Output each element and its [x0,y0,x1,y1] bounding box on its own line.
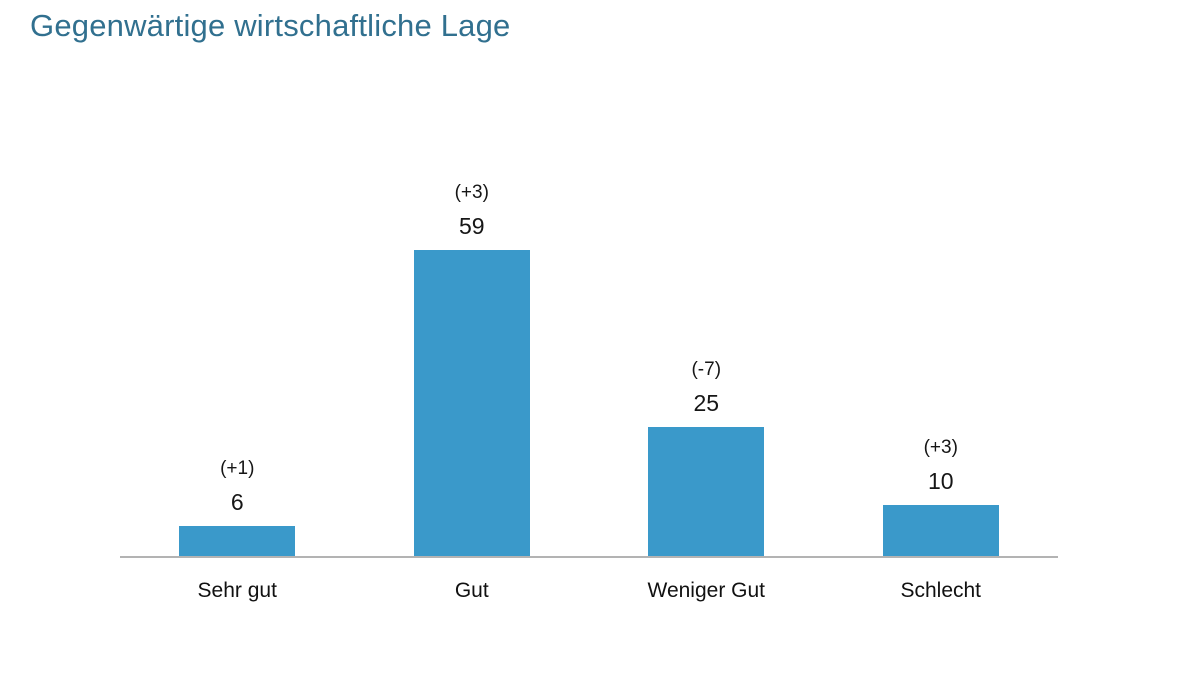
delta-label: (+3) [454,182,489,203]
chart-title: Gegenwärtige wirtschaftliche Lage [30,8,511,43]
category-label: Weniger Gut [647,579,766,602]
value-label: 25 [693,390,720,416]
value-label: 10 [927,468,954,494]
value-label: 59 [458,213,485,239]
category-label: Schlecht [900,579,982,602]
bar-group: (-7) 25 [589,358,824,557]
x-axis-labels: Sehr gut Gut Weniger Gut Schlecht [120,579,1058,603]
bar [648,427,765,557]
value-label: 6 [230,489,244,515]
bar-group: (+3) 59 [355,181,590,557]
category-label: Sehr gut [197,579,277,602]
x-axis-line [120,556,1058,558]
delta-label: (-7) [691,359,722,380]
bar [413,250,530,557]
category-label: Gut [454,579,489,602]
delta-label: (+3) [923,437,958,458]
bar [179,526,296,557]
delta-label: (+1) [220,458,255,479]
plot-area: (+1) 6 (+3) 59 (-7) 25 (+3) 10 [120,0,1058,557]
bar [882,505,999,557]
bar-group: (+3) 10 [824,436,1059,557]
bar-group: (+1) 6 [120,457,355,557]
